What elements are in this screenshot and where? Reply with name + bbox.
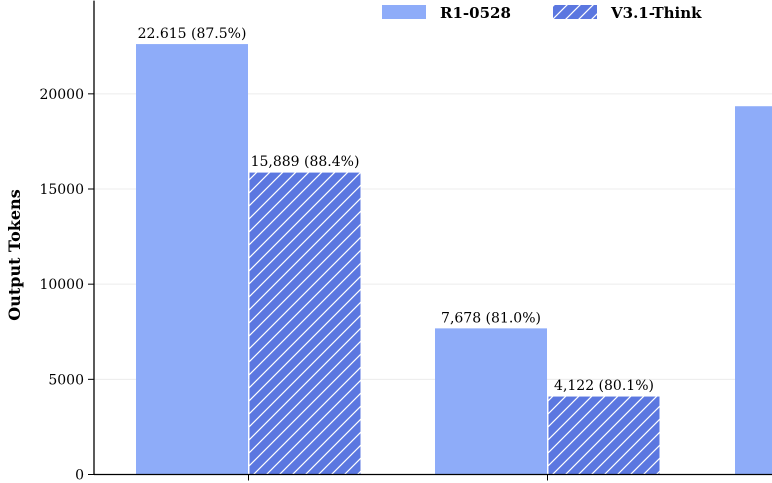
bar-value-label: 7,678 (81.0%) <box>441 310 541 326</box>
bar-v3-1-think <box>547 395 661 475</box>
legend: R1-0528 V3.1-Think <box>382 4 702 22</box>
bar-r1-0528 <box>136 44 248 475</box>
bar-value-label: 19,35 <box>771 88 772 104</box>
y-axis-title: Output Tokens <box>5 189 24 320</box>
bar-value-label: 15,889 (88.4%) <box>251 154 360 170</box>
legend-label: R1-0528 <box>440 4 511 22</box>
bar-value-label: 22.615 (87.5%) <box>138 26 247 42</box>
y-tick-label: 0 <box>75 468 84 483</box>
y-tick-label: 10000 <box>39 277 84 293</box>
bar-v3-1-think <box>248 171 362 475</box>
bars <box>136 44 772 475</box>
y-tick-label: 15000 <box>39 182 84 198</box>
bar-value-labels: 22.615 (87.5%) 15,889 (88.4%) 7,678 (81.0%… <box>138 26 772 394</box>
legend-swatch <box>553 5 597 19</box>
legend-swatch <box>382 5 426 19</box>
y-tick-label: 20000 <box>39 87 84 103</box>
y-tick-label: 5000 <box>48 372 84 388</box>
axes: 0 5000 10000 15000 20000 <box>39 0 772 483</box>
bar-r1-0528 <box>735 106 772 475</box>
bar-r1-0528 <box>435 328 547 475</box>
legend-label: V3.1-Think <box>610 4 702 22</box>
bar-value-label: 4,122 (80.1%) <box>554 378 654 394</box>
